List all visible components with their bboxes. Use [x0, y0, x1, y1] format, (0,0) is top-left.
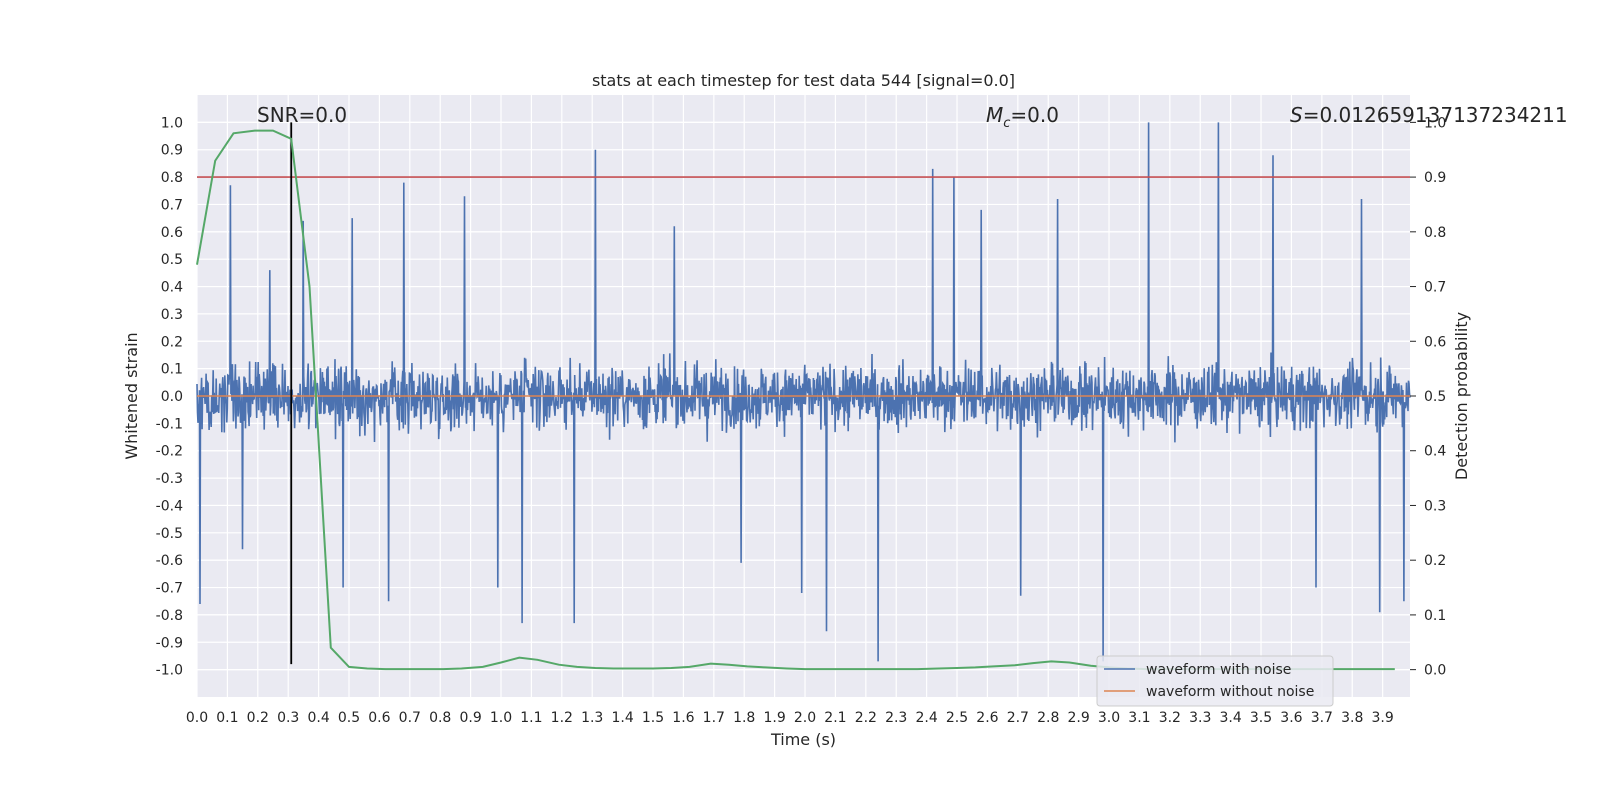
- x-tick-label: 1.1: [520, 710, 542, 726]
- y-tick-label-left: 0.6: [161, 225, 183, 241]
- mc-subscript: c: [1003, 116, 1010, 131]
- x-tick-label: 2.4: [915, 710, 937, 726]
- x-tick-label: 1.7: [703, 710, 725, 726]
- y-axis-label-left: Whitened strain: [122, 332, 141, 459]
- x-tick-label: 1.0: [490, 710, 512, 726]
- y-tick-label-left: -0.3: [156, 471, 183, 487]
- x-tick-label: 2.6: [976, 710, 998, 726]
- legend-box: [1096, 655, 1334, 707]
- x-tick-label: 3.3: [1189, 710, 1211, 726]
- x-tick-label: 0.0: [186, 710, 208, 726]
- y-tick-label-left: -0.7: [156, 581, 183, 597]
- x-tick-label: 1.4: [611, 710, 633, 726]
- snr-annotation: SNR=0.0: [257, 103, 347, 127]
- x-tick-label: 2.8: [1037, 710, 1059, 726]
- x-tick-label: 3.2: [1159, 710, 1181, 726]
- x-tick-label: 3.5: [1250, 710, 1272, 726]
- y-tick-label-right: 0.0: [1424, 663, 1446, 679]
- mc-symbol: M: [986, 103, 1003, 127]
- s-symbol: S: [1290, 103, 1303, 127]
- x-tick-label: 1.3: [581, 710, 603, 726]
- y-tick-label-left: -0.5: [156, 526, 183, 542]
- x-tick-label: 0.7: [399, 710, 421, 726]
- x-tick-label: 3.6: [1280, 710, 1302, 726]
- y-tick-label-left: -0.4: [156, 498, 183, 514]
- y-tick-label-left: 0.3: [161, 307, 183, 323]
- x-tick-label: 3.4: [1220, 710, 1242, 726]
- y-tick-label-right: 0.9: [1424, 170, 1446, 186]
- y-tick-label-left: -0.6: [156, 553, 183, 569]
- x-tick-label: 1.2: [551, 710, 573, 726]
- mc-value: =0.0: [1010, 103, 1059, 127]
- x-axis-label: Time (s): [770, 730, 836, 749]
- s-annotation: S=0.012659137137234211: [1290, 103, 1568, 127]
- x-tick-label: 1.6: [672, 710, 694, 726]
- x-tick-label: 2.3: [885, 710, 907, 726]
- chirp-mass-annotation: Mc=0.0: [986, 103, 1059, 131]
- y-tick-label-left: 0.5: [161, 252, 183, 268]
- y-tick-label-left: -1.0: [156, 663, 183, 679]
- x-ticks: 0.0 0.1 0.2 0.3 0.4 0.5 0.6 0.7 0.8 0.9 1.0 1.1 1.2 1…: [186, 710, 1394, 726]
- y-tick-label-right: 0.3: [1424, 498, 1446, 514]
- y-tick-label-left: 0.8: [161, 170, 183, 186]
- y-tick-label-right: 0.4: [1424, 444, 1446, 460]
- x-tick-label: 2.0: [794, 710, 816, 726]
- y-tick-label-left: 1.0: [161, 115, 183, 131]
- y-ticks-right: 1.0 0.9 0.8 0.7 0.6 0.5 0.4 0.3 0.2 0.1 0.0: [1410, 115, 1446, 679]
- x-tick-label: 2.5: [946, 710, 968, 726]
- x-tick-label: 3.8: [1341, 710, 1363, 726]
- legend-label-waveform-without-noise: waveform without noise: [1146, 684, 1314, 700]
- y-tick-label-left: 0.1: [161, 362, 183, 378]
- y-tick-label-right: 0.8: [1424, 225, 1446, 241]
- y-tick-label-right: 0.7: [1424, 280, 1446, 296]
- x-tick-label: 0.3: [277, 710, 299, 726]
- x-tick-label: 2.7: [1007, 710, 1029, 726]
- y-axis-label-right: Detection probability: [1452, 312, 1471, 480]
- y-tick-label-left: 0.0: [161, 389, 183, 405]
- y-tick-label-right: 0.1: [1424, 608, 1446, 624]
- noise-series: [196, 122, 1411, 662]
- x-tick-label: 3.9: [1372, 710, 1394, 726]
- y-tick-label-left: 0.4: [161, 280, 183, 296]
- y-tick-label-right: 0.2: [1424, 553, 1446, 569]
- s-value: =0.012659137137234211: [1303, 103, 1568, 127]
- x-tick-label: 2.1: [824, 710, 846, 726]
- x-tick-label: 1.8: [733, 710, 755, 726]
- y-tick-label-right: 1.0: [1424, 115, 1446, 131]
- x-tick-label: 1.5: [642, 710, 664, 726]
- x-tick-label: 0.1: [216, 710, 238, 726]
- x-tick-label: 0.6: [368, 710, 390, 726]
- legend-label-waveform-with-noise: waveform with noise: [1146, 662, 1291, 678]
- y-tick-label-left: -0.1: [156, 416, 183, 432]
- legend: waveform with noise waveform without noi…: [1096, 655, 1334, 707]
- waveform-with-noise-line: [196, 122, 1411, 662]
- x-tick-label: 3.1: [1128, 710, 1150, 726]
- y-tick-label-right: 0.6: [1424, 334, 1446, 350]
- y-tick-label-right: 0.5: [1424, 389, 1446, 405]
- x-tick-label: 0.4: [307, 710, 329, 726]
- x-tick-label: 0.5: [338, 710, 360, 726]
- y-tick-label-left: 0.9: [161, 143, 183, 159]
- x-tick-label: 3.7: [1311, 710, 1333, 726]
- x-tick-label: 1.9: [763, 710, 785, 726]
- y-tick-label-left: 0.7: [161, 197, 183, 213]
- y-tick-label-left: -0.9: [156, 635, 183, 651]
- y-tick-label-left: 0.2: [161, 334, 183, 350]
- y-tick-label-left: -0.2: [156, 444, 183, 460]
- x-tick-label: 2.2: [855, 710, 877, 726]
- x-tick-label: 0.8: [429, 710, 451, 726]
- x-tick-label: 0.2: [247, 710, 269, 726]
- x-tick-label: 3.0: [1098, 710, 1120, 726]
- y-ticks-left: 1.0 0.9 0.8 0.7 0.6 0.5 0.4 0.3 0.2 0.1 0.0 -0.1 -0.…: [156, 115, 183, 678]
- y-tick-label-left: -0.8: [156, 608, 183, 624]
- x-tick-label: 0.9: [459, 710, 481, 726]
- x-tick-label: 2.9: [1067, 710, 1089, 726]
- chart-title: stats at each timestep for test data 544…: [592, 71, 1015, 90]
